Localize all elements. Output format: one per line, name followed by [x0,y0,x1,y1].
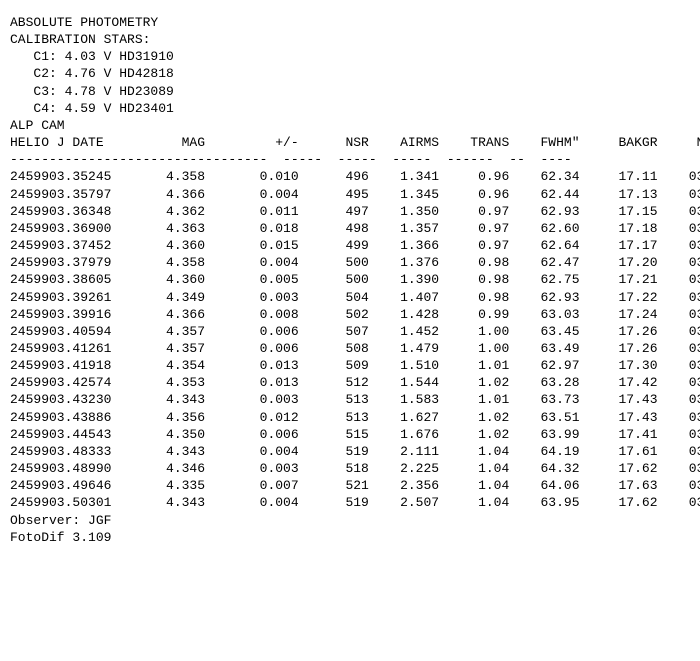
calibration-header: CALIBRATION STARS: [10,31,690,48]
table-row: 2459903.44543 4.350 0.006 515 1.676 1.02… [10,426,690,443]
object-name: ALP CAM [10,117,690,134]
table-divider: --------------------------------- ----- … [10,151,690,168]
report-title: ABSOLUTE PHOTOMETRY [10,14,690,31]
table-row: 2459903.42574 4.353 0.013 512 1.544 1.02… [10,374,690,391]
table-row: 2459903.41261 4.357 0.006 508 1.479 1.00… [10,340,690,357]
software-line: FotoDif 3.109 [10,529,690,546]
table-row: 2459903.35245 4.358 0.010 496 1.341 0.96… [10,168,690,185]
table-row: 2459903.40594 4.357 0.006 507 1.452 1.00… [10,323,690,340]
table-header: HELIO J DATE MAG +/- NSR AIRMS TRANS FWH… [10,134,690,151]
table-row: 2459903.50301 4.343 0.004 519 2.507 1.04… [10,494,690,511]
calibration-star: C4: 4.59 V HD23401 [10,100,690,117]
photometry-report: ABSOLUTE PHOTOMETRYCALIBRATION STARS: C1… [0,0,700,556]
table-row: 2459903.41918 4.354 0.013 509 1.510 1.01… [10,357,690,374]
table-row: 2459903.43886 4.356 0.012 513 1.627 1.02… [10,409,690,426]
calibration-star: C2: 4.76 V HD42818 [10,65,690,82]
table-row: 2459903.35797 4.366 0.004 495 1.345 0.96… [10,186,690,203]
table-row: 2459903.37979 4.358 0.004 500 1.376 0.98… [10,254,690,271]
table-row: 2459903.37452 4.360 0.015 499 1.366 0.97… [10,237,690,254]
table-row: 2459903.48333 4.343 0.004 519 2.111 1.04… [10,443,690,460]
table-row: 2459903.39916 4.366 0.008 502 1.428 0.99… [10,306,690,323]
table-row: 2459903.49646 4.335 0.007 521 2.356 1.04… [10,477,690,494]
calibration-star: C3: 4.78 V HD23089 [10,83,690,100]
table-row: 2459903.43230 4.343 0.003 513 1.583 1.01… [10,391,690,408]
calibration-star: C1: 4.03 V HD31910 [10,48,690,65]
table-row: 2459903.39261 4.349 0.003 504 1.407 0.98… [10,289,690,306]
observer-line: Observer: JGF [10,512,690,529]
table-row: 2459903.48990 4.346 0.003 518 2.225 1.04… [10,460,690,477]
table-row: 2459903.38605 4.360 0.005 500 1.390 0.98… [10,271,690,288]
table-row: 2459903.36348 4.362 0.011 497 1.350 0.97… [10,203,690,220]
table-row: 2459903.36900 4.363 0.018 498 1.357 0.97… [10,220,690,237]
